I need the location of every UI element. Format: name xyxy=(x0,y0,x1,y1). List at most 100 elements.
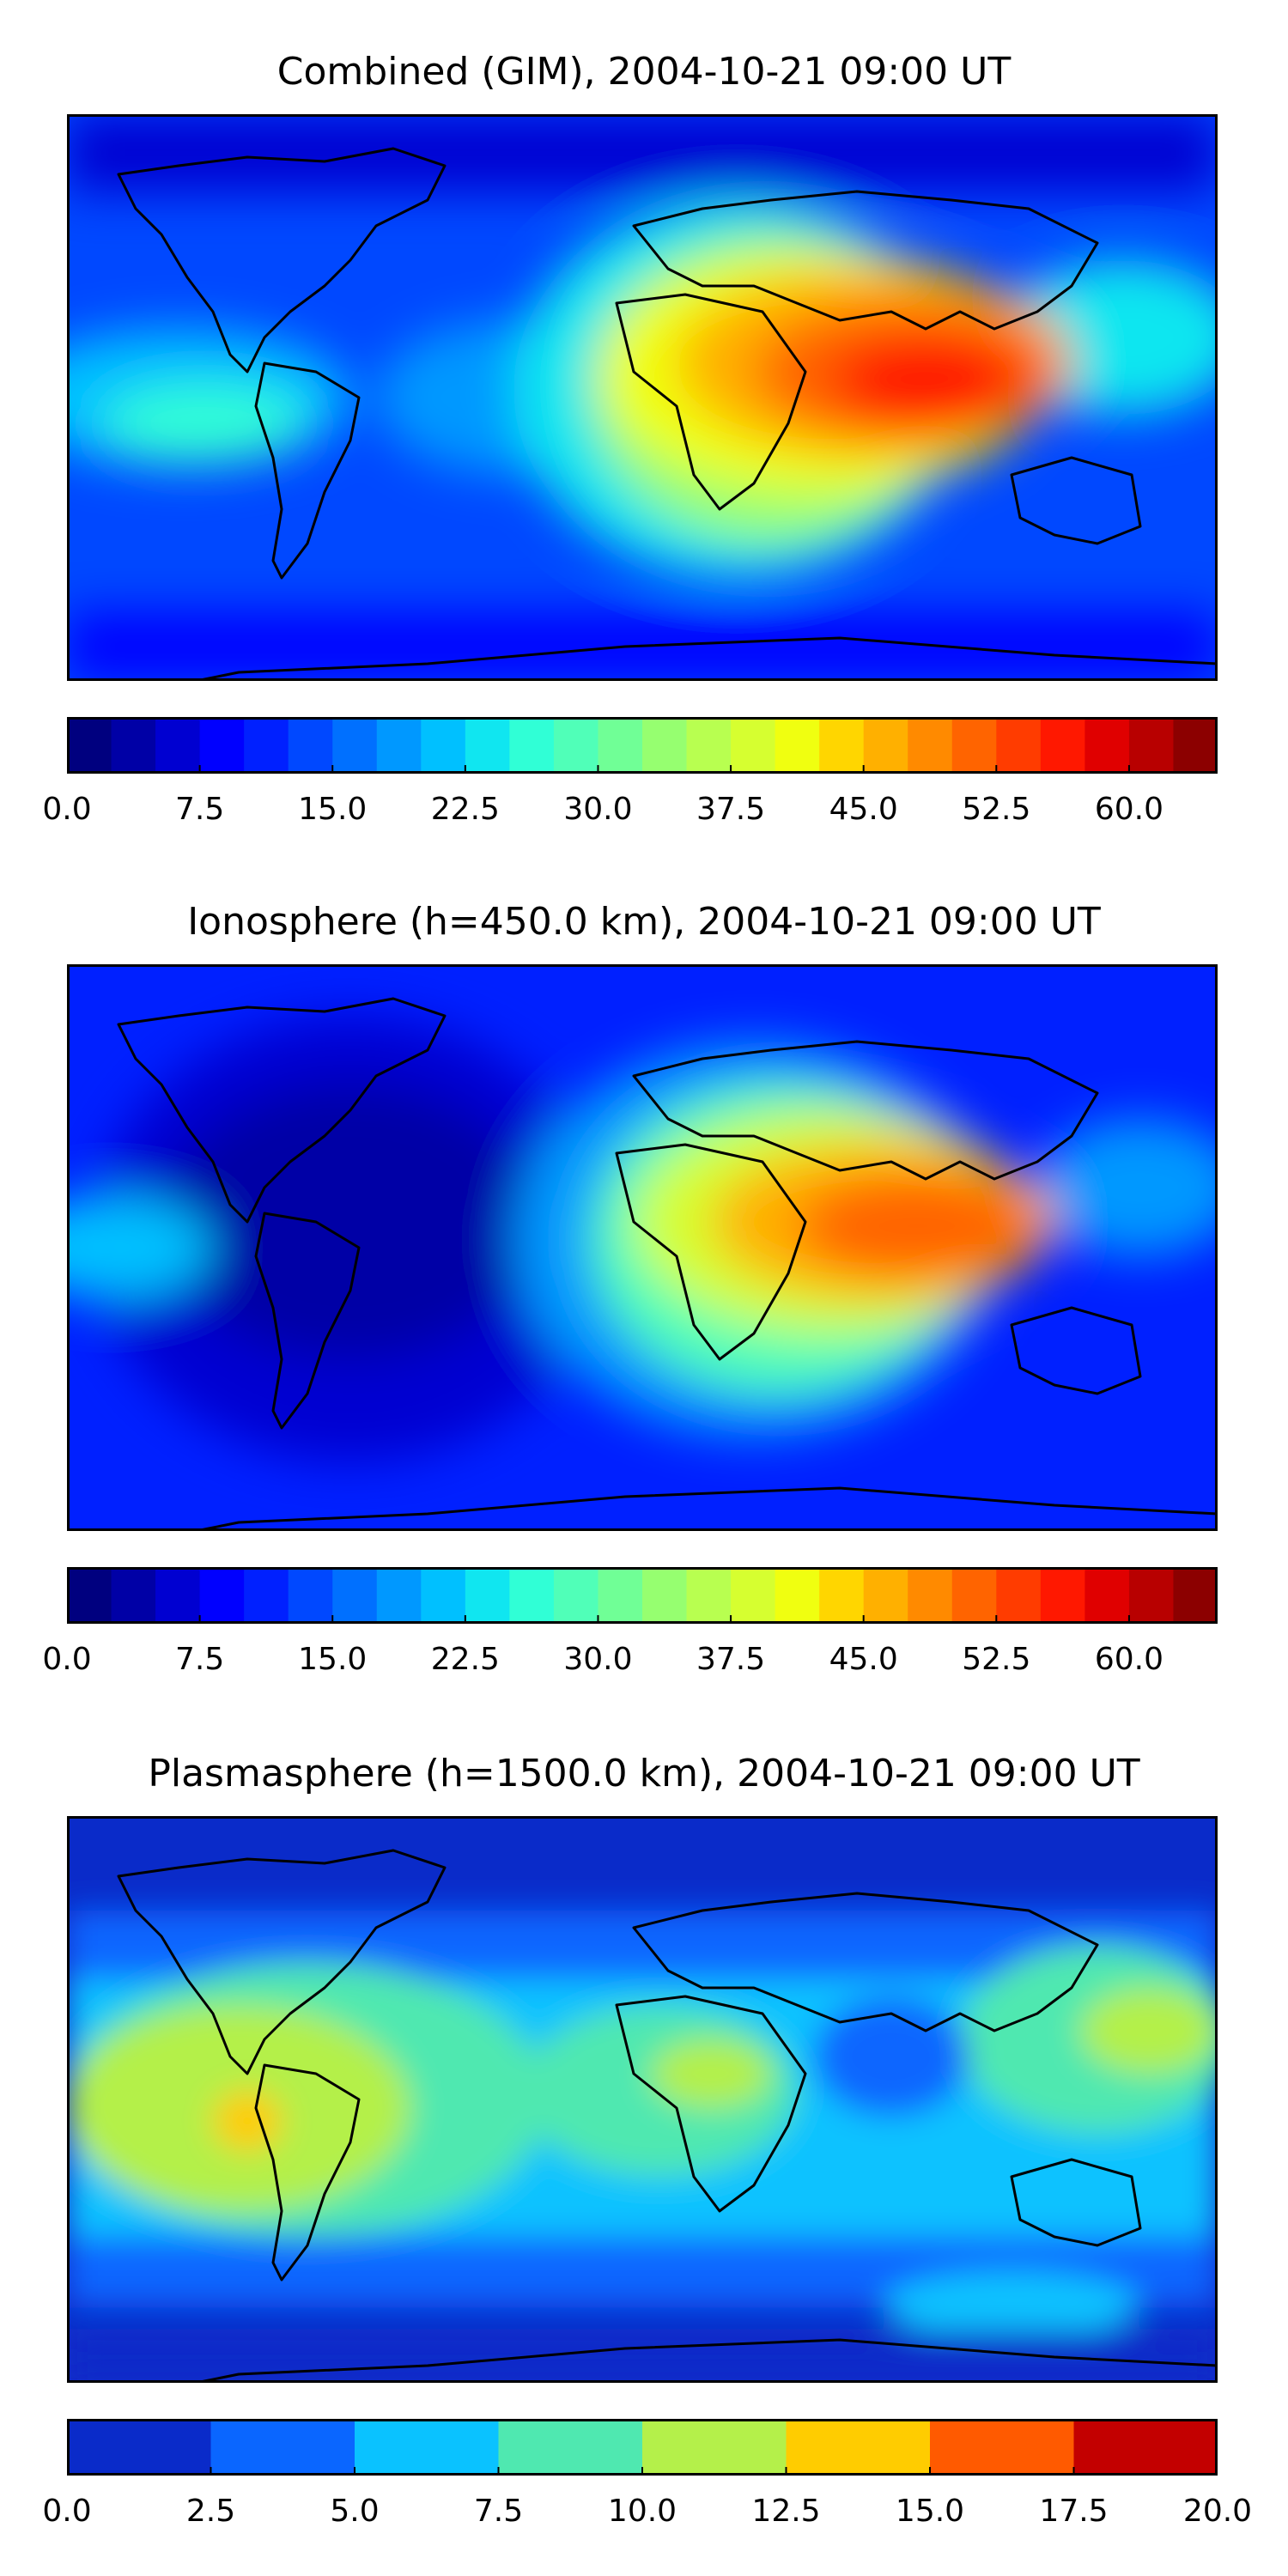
colorbar-ticks: 0.0 2.5 5.0 7.5 10.0 12.5 15.0 17.5 20.0 xyxy=(42,2482,1252,2529)
colorbar-tick-label: 52.5 xyxy=(962,1642,1031,1677)
colorbar-ticks: 0.0 7.5 15.0 22.5 30.0 37.5 45.0 52.5 60.0 xyxy=(42,780,1218,827)
colorbar-tick-label: 7.5 xyxy=(174,1642,225,1677)
colorbar-segment xyxy=(465,1567,510,1624)
colorbar-segment xyxy=(288,1567,333,1624)
colorbar-segment xyxy=(1173,717,1218,774)
colorbar-segment xyxy=(642,717,688,774)
colorbar xyxy=(67,1567,1218,1624)
colorbar-segment xyxy=(598,1567,643,1624)
colorbar-segment xyxy=(1173,1567,1218,1624)
colorbar-tick-label: 60.0 xyxy=(1094,1642,1163,1677)
colorbar-segment xyxy=(210,2419,355,2476)
colorbar-segment xyxy=(863,717,908,774)
colorbar-segment xyxy=(686,717,732,774)
colorbar-tick-label: 15.0 xyxy=(298,792,368,827)
colorbar-tick-label: 17.5 xyxy=(1039,2494,1109,2529)
colorbar-segment xyxy=(908,1567,953,1624)
colorbar-segment xyxy=(1040,1567,1085,1624)
colorbar-segment xyxy=(199,1567,245,1624)
colorbar-tick-label: 10.0 xyxy=(607,2494,677,2529)
colorbar-segment xyxy=(553,717,599,774)
colorbar-tick-label: 0.0 xyxy=(42,792,92,827)
colorbar-segment xyxy=(244,1567,289,1624)
colorbar-segment xyxy=(731,717,776,774)
ionosphere-panel: Ionosphere (h=450.0 km), 2004-10-21 09:0… xyxy=(0,850,1288,1709)
colorbar-segment xyxy=(598,717,643,774)
colorbar-tick-label: 0.0 xyxy=(42,2494,92,2529)
colorbar-tick-label: 20.0 xyxy=(1182,2494,1253,2529)
colorbar-segment xyxy=(642,1567,688,1624)
colorbar-segment xyxy=(996,717,1042,774)
colorbar-tick-label: 30.0 xyxy=(563,792,633,827)
colorbar-segment xyxy=(355,2419,500,2476)
colorbar-segment xyxy=(819,1567,865,1624)
colorbar-segment xyxy=(775,717,820,774)
colorbar-segment xyxy=(786,2419,931,2476)
colorbar-tick-label: 45.0 xyxy=(829,792,898,827)
colorbar-tick-label: 12.5 xyxy=(751,2494,821,2529)
colorbar-tick-label: 30.0 xyxy=(563,1642,633,1677)
colorbar-segment xyxy=(111,1567,156,1624)
panel-title: Ionosphere (h=450.0 km), 2004-10-21 09:0… xyxy=(187,900,1101,944)
combined-gim-panel: Combined (GIM), 2004-10-21 09:00 UT xyxy=(0,0,1288,859)
colorbar-segment xyxy=(908,717,953,774)
colorbar-segment xyxy=(553,1567,599,1624)
colorbar-segment xyxy=(421,717,466,774)
combined-tec-map xyxy=(67,114,1218,681)
colorbar-segment xyxy=(376,1567,422,1624)
colorbar-segment xyxy=(421,1567,466,1624)
colorbar-segment xyxy=(1084,1567,1130,1624)
colorbar-segment xyxy=(1084,717,1130,774)
colorbar-tick-label: 52.5 xyxy=(962,792,1031,827)
colorbar-segment xyxy=(498,2419,643,2476)
colorbar-segment xyxy=(67,717,112,774)
colorbar-tick-label: 60.0 xyxy=(1094,792,1163,827)
colorbar-segment xyxy=(376,717,422,774)
colorbar-segment xyxy=(288,717,333,774)
colorbar-segment xyxy=(642,2419,787,2476)
colorbar-segment xyxy=(819,717,865,774)
colorbar-segment xyxy=(332,717,378,774)
colorbar-tick-label: 2.5 xyxy=(185,2494,236,2529)
colorbar-tick-label: 5.0 xyxy=(330,2494,380,2529)
colorbar-tick-label: 15.0 xyxy=(298,1642,368,1677)
colorbar-segment xyxy=(951,717,997,774)
colorbar-tick-label: 37.5 xyxy=(696,1642,766,1677)
colorbar-segment xyxy=(775,1567,820,1624)
colorbar-segment xyxy=(111,717,156,774)
plasmasphere-tec-map xyxy=(67,1816,1218,2383)
colorbar-segment xyxy=(1128,717,1175,774)
colorbar-segment xyxy=(465,717,510,774)
colorbar-segment xyxy=(332,1567,378,1624)
panel-title: Combined (GIM), 2004-10-21 09:00 UT xyxy=(276,50,1012,94)
colorbar-segment xyxy=(951,1567,997,1624)
colorbar-segment xyxy=(863,1567,908,1624)
colorbar xyxy=(67,717,1218,774)
colorbar-tick-label: 22.5 xyxy=(430,1642,500,1677)
colorbar-ticks: 0.0 7.5 15.0 22.5 30.0 37.5 45.0 52.5 60.0 xyxy=(42,1630,1218,1677)
colorbar-tick-label: 22.5 xyxy=(430,792,500,827)
colorbar-tick-label: 15.0 xyxy=(895,2494,965,2529)
colorbar-tick-label: 0.0 xyxy=(42,1642,92,1677)
colorbar-segment xyxy=(1128,1567,1175,1624)
colorbar-segment xyxy=(1073,2419,1218,2476)
plasmasphere-panel: Plasmasphere (h=1500.0 km), 2004-10-21 0… xyxy=(0,1702,1288,2561)
colorbar-tick-label: 37.5 xyxy=(696,792,766,827)
colorbar-segment xyxy=(67,1567,112,1624)
colorbar xyxy=(67,2419,1218,2476)
colorbar-tick-label: 45.0 xyxy=(829,1642,898,1677)
colorbar-tick-label: 7.5 xyxy=(174,792,225,827)
colorbar-segment xyxy=(155,1567,201,1624)
colorbar-segment xyxy=(509,717,555,774)
colorbar-segment xyxy=(1040,717,1085,774)
colorbar-segment xyxy=(509,1567,555,1624)
colorbar-segment xyxy=(731,1567,776,1624)
colorbar-segment xyxy=(686,1567,732,1624)
ionosphere-tec-map xyxy=(67,964,1218,1531)
colorbar-segment xyxy=(930,2419,1075,2476)
colorbar-segment xyxy=(199,717,245,774)
colorbar-segment xyxy=(996,1567,1042,1624)
colorbar-segment xyxy=(155,717,201,774)
colorbar-segment xyxy=(67,2419,212,2476)
colorbar-tick-label: 7.5 xyxy=(473,2494,524,2529)
